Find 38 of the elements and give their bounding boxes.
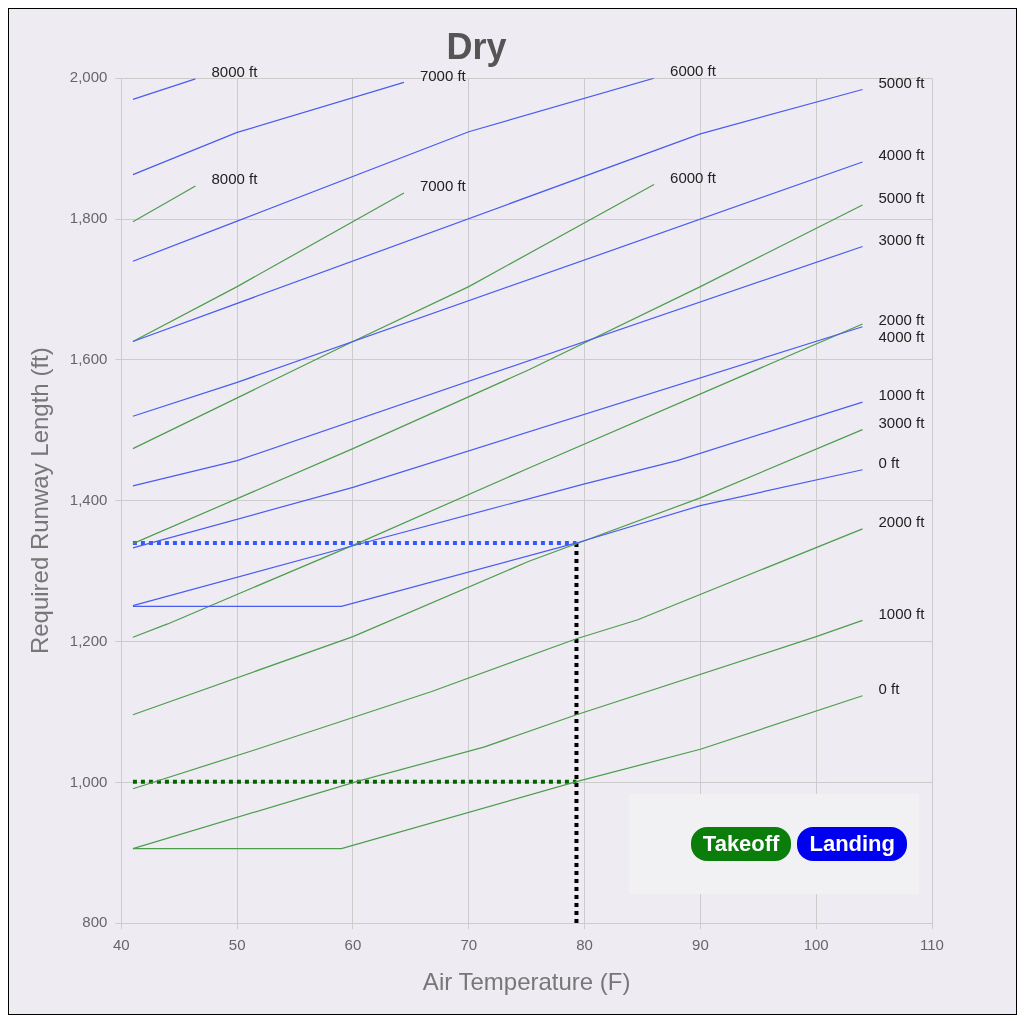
series-label: 1000 ft (878, 386, 926, 404)
y-tick-label: 2,000 (69, 68, 108, 86)
series-label: 1000 ft (878, 604, 926, 622)
y-tick-label: 1,800 (69, 209, 108, 227)
series-label: 7000 ft (419, 66, 467, 84)
series-label: 6000 ft (670, 62, 717, 80)
series-label: 4000 ft (878, 146, 926, 164)
series-label: 4000 ft (878, 327, 926, 345)
series-label: 2000 ft (878, 310, 926, 328)
series-label: 7000 ft (419, 177, 467, 195)
x-tick-label: 80 (576, 936, 593, 954)
x-tick-label: 110 (920, 936, 944, 954)
x-axis-title: Air Temperature (F) (422, 968, 631, 996)
y-tick-label: 1,400 (69, 490, 108, 508)
chart-title: Dry (446, 25, 507, 67)
series-label: 6000 ft (670, 168, 717, 186)
series-label: 5000 ft (878, 189, 926, 207)
series-label: 2000 ft (878, 513, 926, 531)
y-tick-label: 1,600 (69, 350, 108, 368)
series-label: 0 ft (878, 679, 901, 697)
annotation: Landing (797, 827, 907, 861)
series-label: 8000 ft (211, 170, 259, 188)
y-tick-label: 1,000 (69, 772, 108, 790)
y-tick-label: 1,200 (69, 631, 108, 649)
x-tick-label: 60 (344, 936, 362, 954)
annotation: Takeoff (690, 827, 792, 861)
series-label: 5000 ft (878, 73, 926, 91)
series-label: 3000 ft (878, 413, 926, 431)
x-tick-label: 50 (228, 936, 246, 954)
x-tick-label: 100 (803, 936, 829, 954)
x-tick-label: 40 (112, 936, 130, 954)
y-axis-title: Required Runway Length (ft) (26, 347, 54, 655)
series-label: 3000 ft (878, 230, 926, 248)
y-tick-label: 800 (82, 913, 108, 931)
x-tick-label: 90 (692, 936, 709, 954)
series-label: 8000 ft (211, 63, 259, 81)
x-tick-label: 70 (460, 936, 478, 954)
series-label: 0 ft (878, 453, 901, 471)
